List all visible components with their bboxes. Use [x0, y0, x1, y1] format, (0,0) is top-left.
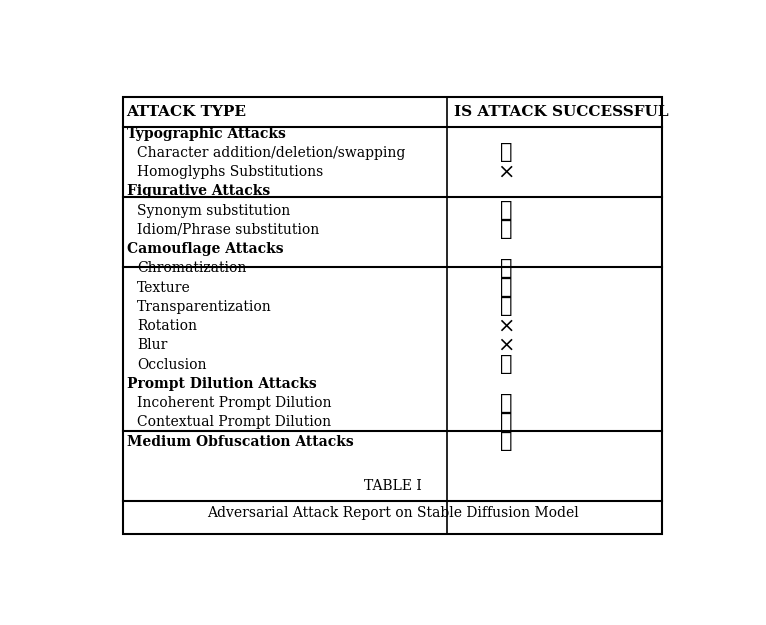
Text: Synonym substitution: Synonym substitution: [137, 204, 290, 217]
Text: Contextual Prompt Dilution: Contextual Prompt Dilution: [137, 416, 332, 429]
Text: ✓: ✓: [499, 144, 512, 162]
Text: ×: ×: [497, 317, 515, 336]
Text: Texture: Texture: [137, 281, 191, 295]
Text: Figurative Attacks: Figurative Attacks: [126, 184, 270, 199]
Text: Medium Obfuscation Attacks: Medium Obfuscation Attacks: [126, 435, 353, 449]
Text: ×: ×: [497, 336, 515, 355]
Text: Character addition/deletion/swapping: Character addition/deletion/swapping: [137, 146, 406, 160]
Text: ATTACK TYPE: ATTACK TYPE: [126, 104, 247, 119]
Text: ✓: ✓: [499, 298, 512, 316]
Text: IS ATTACK SUCCESSFUL: IS ATTACK SUCCESSFUL: [454, 104, 669, 119]
Text: Typographic Attacks: Typographic Attacks: [126, 127, 286, 141]
Text: ×: ×: [497, 162, 515, 182]
Text: ✓: ✓: [499, 432, 512, 451]
Text: ✓: ✓: [499, 201, 512, 220]
Text: Blur: Blur: [137, 339, 168, 352]
Text: ✓: ✓: [499, 221, 512, 239]
Text: Camouflage Attacks: Camouflage Attacks: [126, 242, 283, 256]
Text: TABLE I: TABLE I: [364, 479, 421, 493]
Text: Rotation: Rotation: [137, 319, 198, 333]
Text: Homoglyphs Substitutions: Homoglyphs Substitutions: [137, 165, 323, 179]
Text: ✓: ✓: [499, 394, 512, 412]
Text: Incoherent Prompt Dilution: Incoherent Prompt Dilution: [137, 396, 332, 410]
Text: Occlusion: Occlusion: [137, 357, 207, 372]
Text: Idiom/Phrase substitution: Idiom/Phrase substitution: [137, 223, 319, 237]
Text: Prompt Dilution Attacks: Prompt Dilution Attacks: [126, 377, 316, 391]
Text: Chromatization: Chromatization: [137, 261, 247, 276]
Text: ✓: ✓: [499, 413, 512, 432]
Text: ✓: ✓: [499, 355, 512, 374]
Text: ✓: ✓: [499, 259, 512, 278]
Text: Adversarial Attack Report on Stable Diffusion Model: Adversarial Attack Report on Stable Diff…: [207, 506, 578, 520]
Text: ✓: ✓: [499, 278, 512, 298]
Text: Transparentization: Transparentization: [137, 300, 272, 314]
